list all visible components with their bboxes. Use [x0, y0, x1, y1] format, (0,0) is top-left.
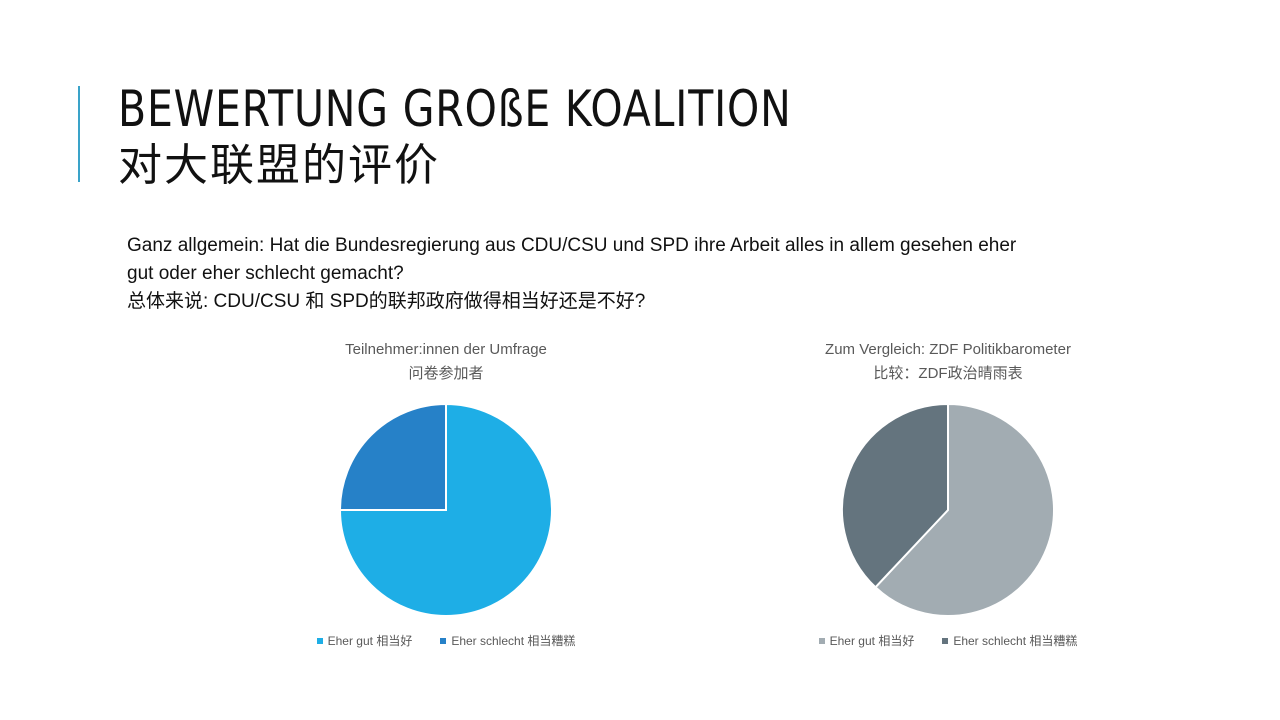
question-line-3: 总体来说: CDU/CSU 和 SPD的联邦政府做得相当好还是不好? — [127, 291, 646, 312]
legend-label: Eher gut 相当好 — [327, 634, 413, 648]
legend-item: Eher schlecht 相当糟糕 — [440, 632, 575, 649]
legend-item: Eher gut 相当好 — [316, 632, 413, 649]
pie-slice — [338, 402, 553, 617]
pie-slice — [841, 402, 949, 589]
survey-question: Ganz allgemein: Hat die Bundesregierung … — [127, 232, 1147, 316]
chart-title: Teilnehmer:innen der Umfrage — [345, 341, 547, 358]
legend-swatch — [818, 637, 825, 644]
title-block: BEWERTUNG GROßE KOALITION 对大联盟的评价 — [118, 80, 939, 194]
question-line-2: gut oder eher schlecht gemacht? — [127, 263, 404, 284]
pie-chart-zdf: Zum Vergleich: ZDF Politikbarometer 比较：Z… — [718, 338, 1178, 658]
slide-title: BEWERTUNG GROßE KOALITION — [118, 80, 792, 138]
chart-legend: Eher gut 相当好 Eher schlecht 相当糟糕 — [216, 632, 676, 649]
slide-title-chinese: 对大联盟的评价 — [118, 140, 440, 191]
legend-label: Eher schlecht 相当糟糕 — [953, 634, 1078, 648]
chart-subtitle: 比较：ZDF政治晴雨表 — [873, 365, 1023, 382]
legend-label: Eher gut 相当好 — [829, 634, 915, 648]
legend-item: Eher schlecht 相当糟糕 — [942, 632, 1077, 649]
pie-slice — [874, 402, 1055, 617]
legend-label: Eher schlecht 相当糟糕 — [451, 634, 576, 648]
chart-title: Zum Vergleich: ZDF Politikbarometer — [825, 341, 1071, 358]
legend-item: Eher gut 相当好 — [818, 632, 915, 649]
chart-legend: Eher gut 相当好 Eher schlecht 相当糟糕 — [718, 632, 1178, 649]
chart-subtitle: 问卷参加者 — [408, 365, 484, 382]
legend-swatch — [942, 637, 949, 644]
question-line-1: Ganz allgemein: Hat die Bundesregierung … — [127, 235, 1017, 256]
title-accent-bar — [78, 86, 80, 182]
legend-swatch — [440, 637, 447, 644]
legend-swatch — [316, 637, 323, 644]
pie-slice — [338, 402, 447, 511]
pie-svg — [338, 402, 553, 617]
pie-svg — [841, 402, 1055, 617]
pie-chart-survey: Teilnehmer:innen der Umfrage 问卷参加者 Eher … — [216, 338, 676, 658]
